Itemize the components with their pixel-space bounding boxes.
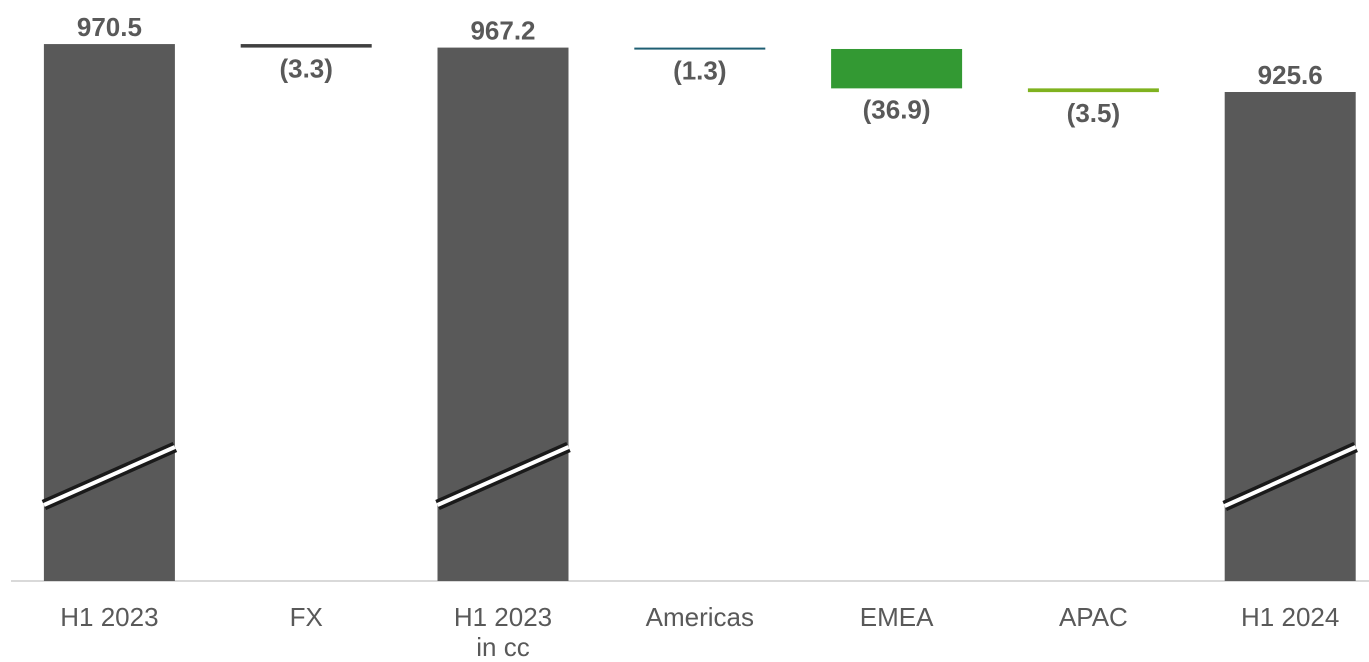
axis-break-marker bbox=[43, 445, 176, 507]
x-tick-label: Americas bbox=[646, 602, 754, 632]
x-tick-label: H1 2023 bbox=[60, 602, 158, 632]
bar bbox=[1027, 88, 1159, 93]
data-label: (3.5) bbox=[1067, 98, 1120, 128]
data-label: 925.6 bbox=[1258, 60, 1323, 90]
data-label: (3.3) bbox=[279, 54, 332, 84]
axis-break-marker bbox=[1223, 445, 1357, 508]
x-tick-label: in cc bbox=[476, 632, 529, 662]
x-tick-label: H1 2023 bbox=[454, 602, 552, 632]
bar bbox=[240, 44, 372, 48]
x-tick-label: EMEA bbox=[860, 602, 934, 632]
data-label: (36.9) bbox=[863, 94, 931, 124]
x-tick-label: APAC bbox=[1059, 602, 1128, 632]
x-tick-label: FX bbox=[290, 602, 323, 632]
data-label: 970.5 bbox=[77, 12, 142, 42]
data-label: 967.2 bbox=[470, 16, 535, 46]
axis-break-marker bbox=[436, 445, 570, 507]
bar bbox=[1224, 92, 1356, 581]
data-label: (1.3) bbox=[673, 56, 726, 86]
x-tick-label: H1 2024 bbox=[1241, 602, 1339, 632]
bar bbox=[831, 48, 963, 89]
bar bbox=[634, 47, 766, 50]
